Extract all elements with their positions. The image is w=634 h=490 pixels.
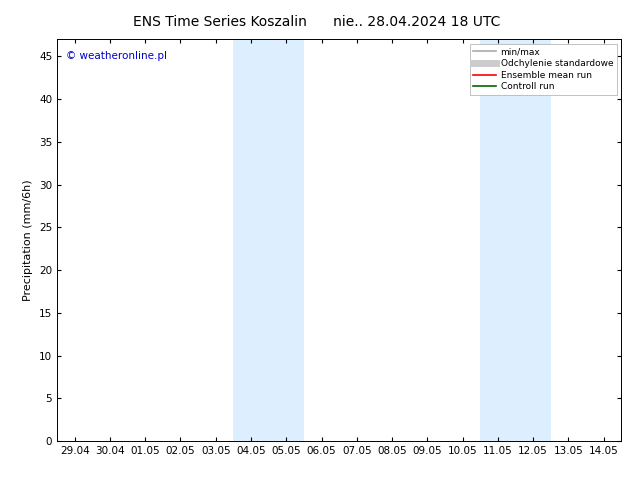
Text: © weatheronline.pl: © weatheronline.pl [65,51,167,61]
Legend: min/max, Odchylenie standardowe, Ensemble mean run, Controll run: min/max, Odchylenie standardowe, Ensembl… [470,44,617,95]
Bar [481,39,551,441]
Y-axis label: Precipitation (mm/6h): Precipitation (mm/6h) [23,179,34,301]
Text: ENS Time Series Koszalin      nie.. 28.04.2024 18 UTC: ENS Time Series Koszalin nie.. 28.04.202… [133,15,501,29]
Bar [233,39,304,441]
